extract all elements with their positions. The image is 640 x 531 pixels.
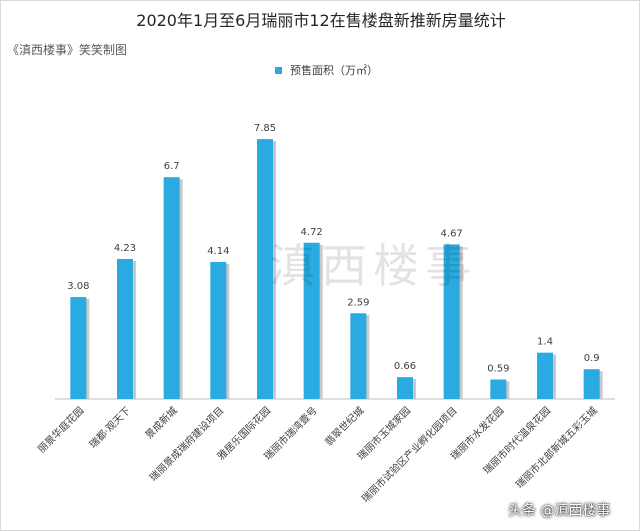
category-label-12: 瑞丽市北部新城五彩玉城	[513, 404, 600, 491]
chart-legend: 预售面积（万㎡）	[275, 62, 378, 78]
legend-label: 预售面积（万㎡）	[290, 64, 378, 77]
data-label-3: 6.7	[164, 161, 180, 172]
bar-3	[163, 177, 180, 399]
category-label-4: 瑞丽景成瑞府建设项目	[147, 404, 227, 484]
data-label-5: 7.85	[254, 123, 276, 134]
data-label-6: 4.72	[301, 227, 323, 238]
bar-9	[443, 244, 460, 399]
legend-swatch	[275, 66, 282, 74]
data-label-1: 3.08	[67, 281, 89, 292]
data-label-2: 4.23	[114, 243, 136, 254]
category-label-2: 瑞都·观天下	[87, 405, 133, 451]
chart-title: 2020年1月至6月瑞丽市12在售楼盘新推新房量统计	[136, 11, 506, 30]
category-label-1: 丽景华庭花园	[35, 404, 87, 456]
data-label-4: 4.14	[207, 246, 229, 257]
data-label-10: 0.59	[487, 363, 509, 374]
bar-4	[210, 261, 227, 399]
data-label-9: 4.67	[441, 228, 463, 239]
bar-8	[397, 377, 413, 399]
bar-5	[257, 139, 273, 399]
data-label-12: 0.9	[584, 353, 600, 364]
data-label-8: 0.66	[394, 361, 416, 372]
bar-12	[583, 369, 600, 399]
category-label-9: 瑞丽市试验区产业孵化园项目	[359, 404, 460, 505]
watermark-text: 滇西楼事	[269, 239, 477, 293]
category-label-7: 翡翠世纪城	[322, 404, 367, 449]
chart-maker-note: 《滇西楼事》笑笑制图	[7, 43, 128, 57]
bar-7	[350, 313, 367, 399]
data-label-7: 2.59	[347, 297, 369, 308]
bar-11	[537, 352, 553, 399]
bar-6	[303, 242, 320, 399]
bar-10	[490, 379, 507, 399]
source-credit: 头条 @滇西楼事	[508, 503, 611, 519]
data-label-11: 1.4	[537, 337, 553, 348]
category-label-3: 景成新城	[142, 404, 179, 441]
bar-1	[70, 297, 87, 399]
bar-2	[117, 258, 133, 399]
